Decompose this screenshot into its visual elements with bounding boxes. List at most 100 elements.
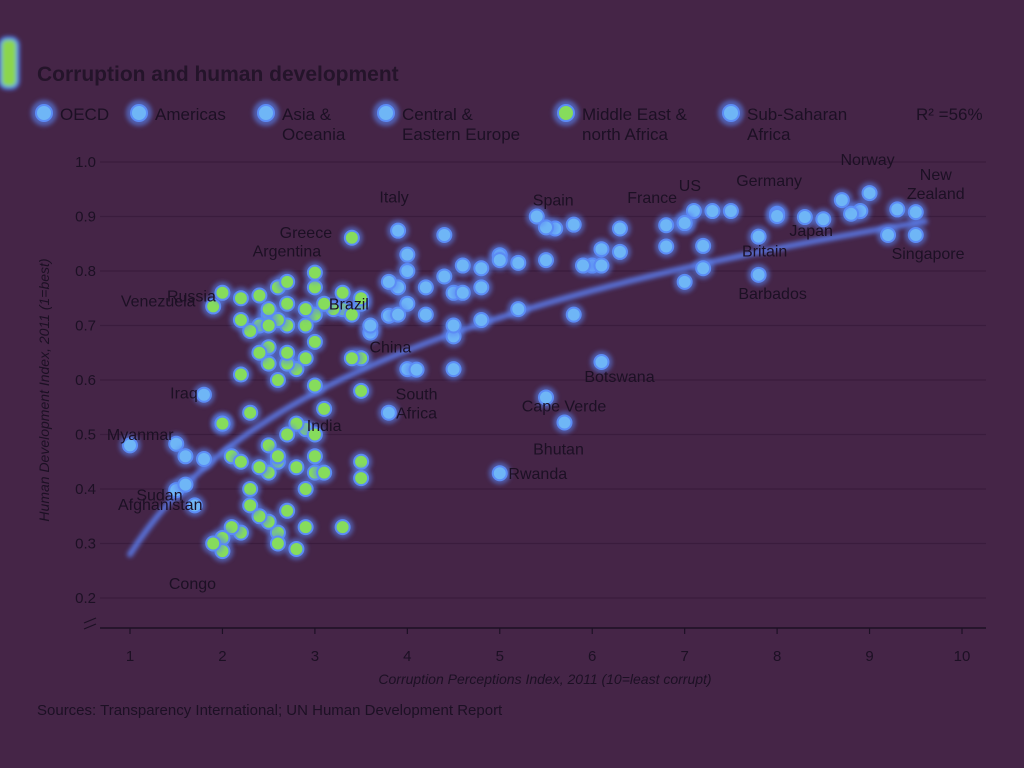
data-point bbox=[414, 276, 437, 299]
data-point bbox=[747, 263, 770, 286]
country-label: US bbox=[679, 178, 701, 195]
y-tick-label: 0.5 bbox=[75, 427, 96, 444]
country-label: Singapore bbox=[892, 246, 965, 263]
legend-marker bbox=[557, 104, 575, 122]
chart-title: Corruption and human development bbox=[37, 63, 399, 86]
data-points bbox=[119, 182, 927, 563]
data-point bbox=[433, 224, 456, 247]
data-point bbox=[655, 214, 678, 237]
x-tick-label: 3 bbox=[311, 648, 319, 665]
data-point bbox=[525, 205, 548, 228]
data-point bbox=[174, 445, 197, 468]
country-label: Brazil bbox=[329, 297, 369, 314]
data-point bbox=[396, 243, 419, 266]
data-point bbox=[377, 401, 400, 424]
data-point bbox=[562, 213, 585, 236]
data-point bbox=[303, 423, 326, 446]
data-point bbox=[285, 537, 308, 560]
country-label: Afghanistan bbox=[118, 497, 203, 514]
country-label: Germany bbox=[736, 173, 802, 190]
country-label: Iraq bbox=[170, 386, 198, 403]
data-point bbox=[276, 499, 299, 522]
x-tick-label: 2 bbox=[218, 648, 226, 665]
data-point bbox=[266, 532, 289, 555]
data-point bbox=[340, 347, 363, 370]
data-point bbox=[886, 198, 909, 221]
legend-label: OECD bbox=[60, 105, 109, 124]
data-point bbox=[340, 226, 363, 249]
data-point bbox=[350, 450, 373, 473]
legend-marker bbox=[130, 104, 148, 122]
data-point bbox=[858, 182, 881, 205]
data-point bbox=[276, 292, 299, 315]
data-point bbox=[303, 445, 326, 468]
country-label: Venezuela bbox=[121, 293, 196, 310]
data-point bbox=[608, 240, 631, 263]
data-point bbox=[276, 270, 299, 293]
data-point bbox=[248, 284, 271, 307]
country-label: Myanmar bbox=[107, 427, 174, 444]
country-label: Bhutan bbox=[533, 442, 584, 459]
x-tick-label: 8 bbox=[773, 648, 781, 665]
data-point bbox=[414, 303, 437, 326]
data-point bbox=[377, 270, 400, 293]
data-point bbox=[553, 411, 576, 434]
legend-marker bbox=[35, 104, 53, 122]
data-point bbox=[229, 309, 252, 332]
data-point bbox=[350, 287, 373, 310]
data-point bbox=[830, 189, 853, 212]
data-point bbox=[294, 347, 317, 370]
data-point bbox=[174, 473, 197, 496]
data-point bbox=[303, 374, 326, 397]
legend-marker bbox=[722, 104, 740, 122]
country-label: Japan bbox=[789, 223, 833, 240]
legend-label: Oceania bbox=[282, 125, 346, 144]
data-point bbox=[331, 281, 354, 304]
data-point bbox=[766, 204, 789, 227]
data-point bbox=[470, 257, 493, 280]
y-tick-label: 1.0 bbox=[75, 154, 96, 171]
data-point bbox=[562, 303, 585, 326]
country-label: Norway bbox=[840, 152, 894, 169]
data-point bbox=[488, 462, 511, 485]
legend-label: R² =56% bbox=[916, 105, 983, 124]
country-label: Argentina bbox=[253, 244, 322, 261]
data-point bbox=[266, 369, 289, 391]
y-tick-label: 0.7 bbox=[75, 318, 96, 335]
chart-legend: OECD Americas Asia &Oceania Central &Easter… bbox=[31, 100, 983, 144]
data-point bbox=[701, 200, 724, 223]
data-point bbox=[192, 448, 215, 471]
legend-label: Africa bbox=[747, 125, 791, 144]
data-point bbox=[590, 238, 613, 261]
country-label: Greece bbox=[280, 225, 333, 242]
source-note: Sources: Transparency International; UN … bbox=[37, 702, 503, 719]
country-label: Russia bbox=[167, 289, 216, 306]
data-point bbox=[793, 206, 816, 229]
legend-marker bbox=[377, 104, 395, 122]
data-point bbox=[590, 254, 613, 277]
data-point bbox=[470, 309, 493, 332]
data-point bbox=[507, 251, 530, 274]
data-point bbox=[266, 445, 289, 468]
data-point bbox=[119, 434, 141, 457]
data-point bbox=[294, 478, 317, 500]
legend-label: Americas bbox=[155, 105, 226, 124]
data-point bbox=[433, 265, 456, 288]
country-label: India bbox=[307, 418, 342, 435]
data-point bbox=[183, 494, 206, 517]
country-label: Cape Verde bbox=[522, 398, 607, 415]
y-tick-label: 0.8 bbox=[75, 263, 96, 280]
country-label: Italy bbox=[379, 190, 408, 207]
legend-marker bbox=[257, 104, 275, 122]
brand-logo-chip bbox=[0, 36, 20, 90]
country-label: Sudan bbox=[136, 488, 182, 505]
data-point bbox=[488, 249, 511, 272]
data-point bbox=[396, 260, 419, 282]
data-point bbox=[451, 254, 474, 277]
data-point bbox=[655, 235, 678, 258]
data-point bbox=[211, 281, 234, 304]
data-point bbox=[507, 298, 530, 321]
data-point bbox=[202, 532, 225, 555]
